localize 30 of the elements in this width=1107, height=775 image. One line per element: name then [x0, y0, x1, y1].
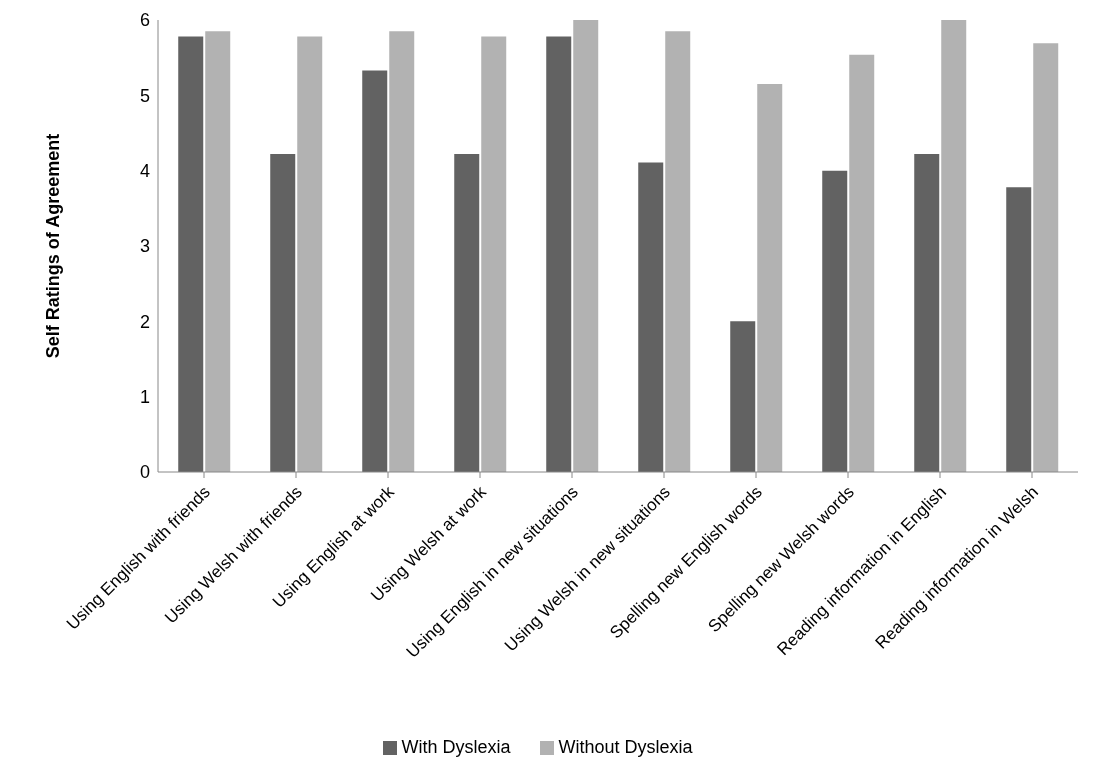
bar — [481, 36, 507, 472]
y-tick-label: 3 — [139, 236, 150, 257]
y-axis-title: Self Ratings of Agreement — [43, 133, 64, 359]
bar — [665, 31, 691, 472]
bar — [205, 31, 231, 472]
bar — [297, 36, 323, 472]
bar — [730, 321, 756, 472]
y-tick-label: 6 — [139, 10, 150, 31]
bar — [914, 154, 940, 472]
y-tick-label: 2 — [139, 311, 150, 332]
y-tick-label: 4 — [139, 161, 150, 182]
bar — [941, 20, 967, 472]
legend-label: With Dyslexia — [401, 737, 511, 757]
bar — [849, 54, 875, 472]
bar — [573, 20, 599, 472]
legend-label: Without Dyslexia — [558, 737, 693, 757]
bar — [757, 84, 783, 472]
bar — [454, 154, 480, 472]
y-tick-label: 5 — [139, 85, 150, 106]
bar — [546, 36, 572, 472]
bar — [270, 154, 296, 472]
bar — [362, 70, 388, 472]
bar — [389, 31, 415, 472]
bar — [178, 36, 204, 472]
bar — [1006, 187, 1032, 472]
y-tick-label: 1 — [139, 387, 150, 408]
y-tick-label: 0 — [139, 462, 150, 483]
bar — [822, 170, 848, 472]
bar — [1033, 43, 1059, 472]
bar — [638, 162, 664, 472]
